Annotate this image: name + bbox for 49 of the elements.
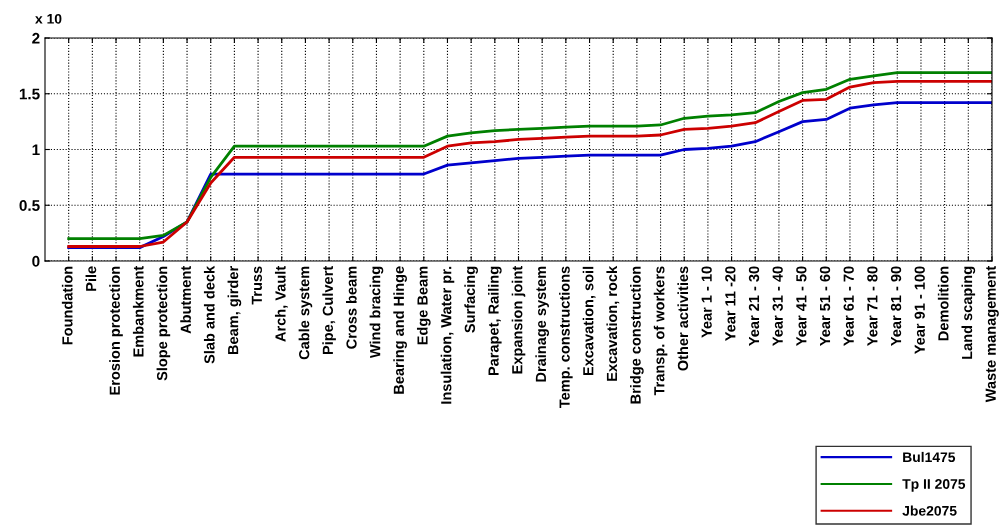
x-tick-label: Excavation, rock (606, 265, 620, 381)
x-tick-label: Bridge construction (630, 266, 644, 404)
x-tick-label: Cross beam (345, 266, 357, 349)
x-tick-label: Demolition (937, 266, 949, 341)
x-tick-label: Drainage system (535, 266, 549, 382)
x-tick-label: Year 1 - 10 (701, 266, 712, 338)
x-tick-label: Temp. constructions (559, 266, 573, 409)
x-tick-label: Pile (85, 266, 97, 291)
legend-label: Jbe2075 (902, 505, 957, 516)
x-tick-label: Year 31 - 40 (772, 266, 783, 346)
x-tick-label: Truss (251, 266, 262, 305)
x-tick-label: Foundation (61, 266, 73, 345)
x-tick-label: Beam, girder (227, 266, 242, 355)
x-tick-label: Year 51 - 60 (819, 266, 831, 346)
x-tick-label: Edge Beam (416, 266, 431, 345)
legend-label: Tp II 2075 (902, 479, 966, 492)
x-tick-label: Insulation, Water pr. (440, 266, 455, 404)
x-tick-label: Pipe, Culvert (322, 266, 336, 355)
x-tick-label: Wind bracing (369, 266, 384, 359)
x-tick-label: Expansion joint (511, 266, 526, 374)
x-tick-label: Slope protection (156, 266, 171, 381)
x-tick-label: Abutment (180, 266, 191, 334)
x-tick-label: Land scaping (961, 266, 976, 359)
x-tick-label: Year 91 - 100 (914, 266, 925, 354)
x-tick-label: Year 71 - 80 (867, 266, 878, 346)
y-tick-label: 0.5 (19, 200, 40, 211)
x-tick-label: Year 61 - 70 (843, 266, 854, 346)
x-tick-label: Surfacing (464, 266, 478, 333)
x-tick-label: Year 41 - 50 (796, 266, 807, 346)
x-tick-label: Year 81 - 90 (890, 266, 902, 346)
x-tick-label: Waste management (985, 266, 999, 403)
x-tick-label: Slab and deck (203, 265, 215, 364)
x-tick-label: Excavation, soil (582, 266, 596, 376)
x-tick-label: Year 21 - 30 (748, 266, 760, 346)
x-tick-label: Arch, Vault (274, 266, 288, 342)
y-tick-label: 0 (32, 255, 40, 267)
legend-label: Bul1475 (903, 451, 956, 463)
x-tick-label: Erosion protection (109, 266, 123, 395)
text: x 10 (35, 13, 62, 24)
y-tick-label: 1.5 (19, 88, 40, 100)
x-tick-label: Parapet, Railing (488, 266, 502, 376)
x-tick-label: Other activities (677, 266, 689, 371)
x-tick-label: Cable system (298, 266, 313, 360)
x-tick-label: Embankment (132, 266, 144, 357)
y-tick-label: 2 (32, 32, 40, 44)
y-tick-label: 1 (32, 144, 40, 156)
x-tick-label: Bearing and Hinge (393, 266, 407, 394)
x-tick-label: Year 11 -20 (725, 266, 736, 342)
x-tick-label: Transp. of workers (653, 266, 668, 396)
